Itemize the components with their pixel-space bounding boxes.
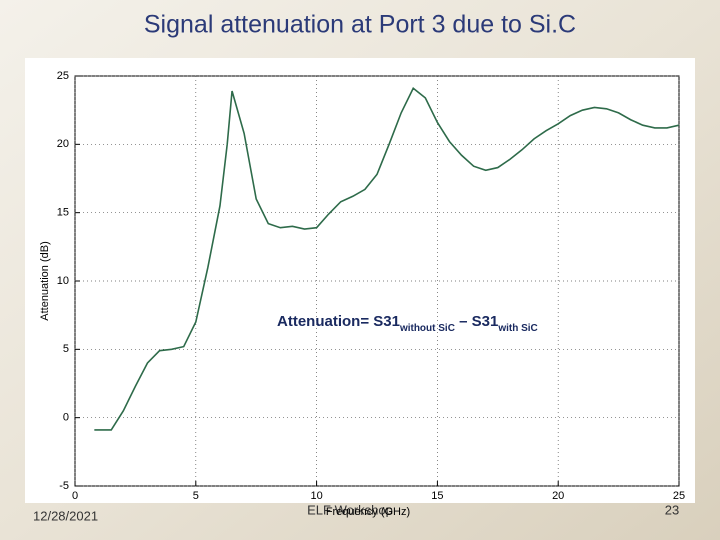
x-tick-label: 0 [72,490,78,502]
x-tick-label: 25 [673,490,685,502]
y-axis-label: Attenuation (dB) [39,241,51,321]
y-tick-label: 0 [63,412,69,424]
annotation-subscript: with SiC [497,323,537,334]
y-tick-label: -5 [59,480,69,492]
x-tick-label: 10 [310,490,322,502]
slide-title: Signal attenuation at Port 3 due to Si.C [144,11,576,39]
y-tick-label: 15 [57,207,69,219]
page-number: 23 [665,502,679,517]
footer: ELF Workshop [307,502,393,517]
annotation-text: Attenuation= S31 [277,313,400,330]
annotation: Attenuation= S31without SiC – S31with Si… [277,313,538,334]
y-tick-label: 5 [63,343,69,355]
y-tick-label: 10 [57,275,69,287]
annotation-subscript: without SiC [399,323,455,334]
annotation-text: – S31 [455,313,498,330]
plot-area [74,75,680,487]
date: 12/28/2021 [33,508,98,523]
line [94,87,680,431]
y-tick-label: 20 [57,138,69,150]
x-tick-label: 20 [552,490,564,502]
x-axis-label: Frequency (GHz) [326,506,410,518]
x-tick-label: 15 [431,490,443,502]
y-tick-label: 25 [57,70,69,82]
x-tick-label: 5 [193,490,199,502]
